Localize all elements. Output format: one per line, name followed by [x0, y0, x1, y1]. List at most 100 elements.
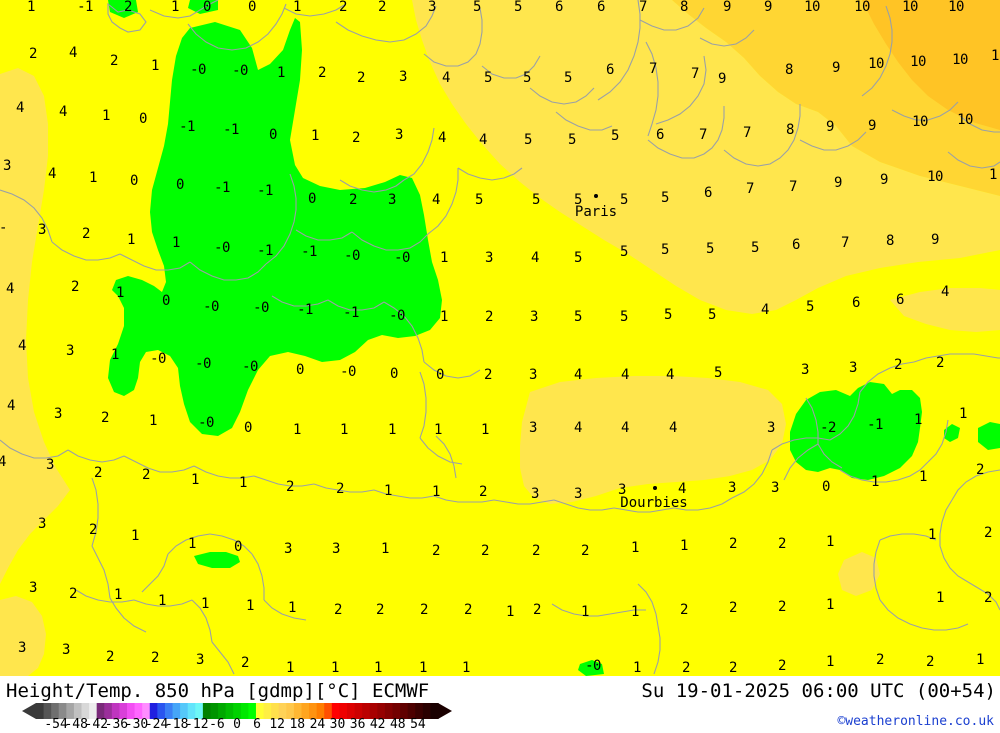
city-label-paris: Paris: [574, 204, 618, 220]
coastline-path: [551, 603, 611, 617]
coastline-path: [133, 599, 193, 607]
colorbar-segment: [51, 703, 60, 719]
grid-temperature-value: 3: [196, 652, 204, 668]
coastline-path: [141, 553, 169, 593]
grid-temperature-value: 1: [481, 422, 489, 438]
grid-temperature-value: 2: [533, 602, 541, 618]
grid-temperature-value: 1: [114, 587, 122, 603]
colorbar-segment: [96, 703, 105, 719]
grid-temperature-value: 6: [852, 295, 860, 311]
grid-temperature-value: 2: [352, 130, 360, 146]
grid-temperature-value: -0: [389, 308, 405, 324]
footer: Height/Temp. 850 hPa [gdmp][°C] ECMWF Su…: [0, 676, 1000, 733]
grid-temperature-value: 1: [191, 472, 199, 488]
grid-temperature-value: 1: [172, 235, 180, 251]
grid-temperature-value: 1: [959, 406, 967, 422]
grid-temperature-value: 10: [927, 169, 943, 185]
grid-temperature-value: 3: [485, 250, 493, 266]
grid-temperature-value: 10: [804, 0, 820, 15]
grid-temperature-value: 2: [376, 602, 384, 618]
grid-temperature-value: 1: [581, 604, 589, 620]
grid-temperature-value: 3: [46, 457, 54, 473]
grid-temperature-value: 9: [834, 175, 842, 191]
colorbar-tick: 0: [233, 717, 241, 732]
grid-temperature-value: 2: [339, 0, 347, 15]
coastline-path: [211, 641, 235, 675]
grid-temperature-value: 1: [462, 660, 470, 676]
colorbar-segment: [384, 703, 394, 719]
grid-temperature-value: 5: [611, 128, 619, 144]
temperature-band-green-top-notch: [108, 0, 138, 18]
colorbar-segment: [149, 703, 158, 719]
grid-temperature-value: 3: [801, 362, 809, 378]
grid-temperature-value: 1: [432, 484, 440, 500]
colorbar-segment: [164, 703, 174, 719]
city-marker-paris: [594, 194, 598, 198]
colorbar-segment: [331, 703, 340, 719]
temperature-band-green-sliver-right2: [978, 422, 1000, 450]
coastline-path: [637, 583, 659, 627]
colorbar-swatches: [22, 703, 452, 719]
grid-temperature-value: 4: [442, 70, 450, 86]
grid-temperature-value: 10: [910, 54, 926, 70]
colorbar-tick: 48: [389, 717, 406, 732]
grid-temperature-value: -1: [77, 0, 93, 15]
grid-temperature-value: 4: [7, 398, 15, 414]
grid-temperature-value: 6: [606, 62, 614, 78]
grid-temperature-value: 0: [139, 111, 147, 127]
coastline-path: [951, 469, 1000, 501]
grid-temperature-value: 1: [936, 590, 944, 606]
grid-temperature-value: 2: [336, 481, 344, 497]
grid-temperature-value: -1: [343, 305, 359, 321]
temperature-band-green-tiny-bottom: [578, 660, 604, 676]
grid-temperature-value: 1: [102, 108, 110, 124]
colorbar-tick: 24: [309, 717, 326, 732]
grid-temperature-value: 6: [704, 185, 712, 201]
grid-temperature-value: 2: [142, 467, 150, 483]
grid-temperature-value: 4: [678, 481, 686, 497]
coastline-path: [947, 151, 1000, 169]
coastline-path: [51, 241, 121, 261]
coastline-path: [191, 599, 213, 643]
coastline-path: [283, 3, 347, 17]
grid-temperature-value: 3: [849, 360, 857, 376]
map-panel[interactable]: 1 -1 2 1 0 0 1 2 2 3 5 5 6 6 7 8 9 9 10 10 10 10 2 4 2 1 -0 -0 1 2 2 3 4…: [0, 0, 1000, 676]
grid-temperature-value: 1: [826, 534, 834, 550]
grid-temperature-value: 4: [59, 104, 67, 120]
grid-temperature-value: 1: [976, 652, 984, 668]
colorbar-segment: [66, 703, 75, 719]
grid-temperature-value: 4: [941, 284, 949, 300]
grid-temperature-value: 0: [234, 539, 242, 555]
grid-temperature-value: -1: [223, 122, 239, 138]
grid-temperature-value: 9: [832, 60, 840, 76]
grid-temperature-value: 2: [29, 46, 37, 62]
coastline-path: [921, 623, 969, 631]
grid-temperature-value: 5: [664, 307, 672, 323]
coastline-path: [0, 439, 69, 459]
grid-temperature-value: 1: [381, 541, 389, 557]
temperature-band-band-9-12: [862, 0, 1000, 130]
grid-temperature-value: 2: [778, 536, 786, 552]
grid-temperature-value: 7: [841, 235, 849, 251]
coastline-path: [187, 3, 287, 51]
city-marker-dourbies: [653, 486, 657, 490]
grid-temperature-value: 4: [669, 420, 677, 436]
colorbar-tick: -48: [64, 717, 88, 732]
grid-temperature-value: 5: [475, 192, 483, 208]
city-label-dourbies: Dourbies: [620, 495, 688, 511]
grid-temperature-value: 2: [318, 65, 326, 81]
coastline-path: [655, 55, 707, 125]
grid-temperature-value: 10: [948, 0, 964, 15]
grid-temperature-value: 1: [127, 232, 135, 248]
coastline-path: [859, 361, 915, 393]
colorbar-tick: -36: [104, 717, 129, 732]
coastline-path: [423, 361, 481, 379]
coastline-path: [939, 545, 969, 583]
grid-temperature-value: 1: [506, 604, 514, 620]
coastline-path: [265, 173, 297, 265]
coastline-path: [885, 461, 929, 483]
coastline-path: [109, 597, 147, 633]
coastline-path: [817, 443, 843, 469]
grid-temperature-value: 9: [931, 232, 939, 248]
